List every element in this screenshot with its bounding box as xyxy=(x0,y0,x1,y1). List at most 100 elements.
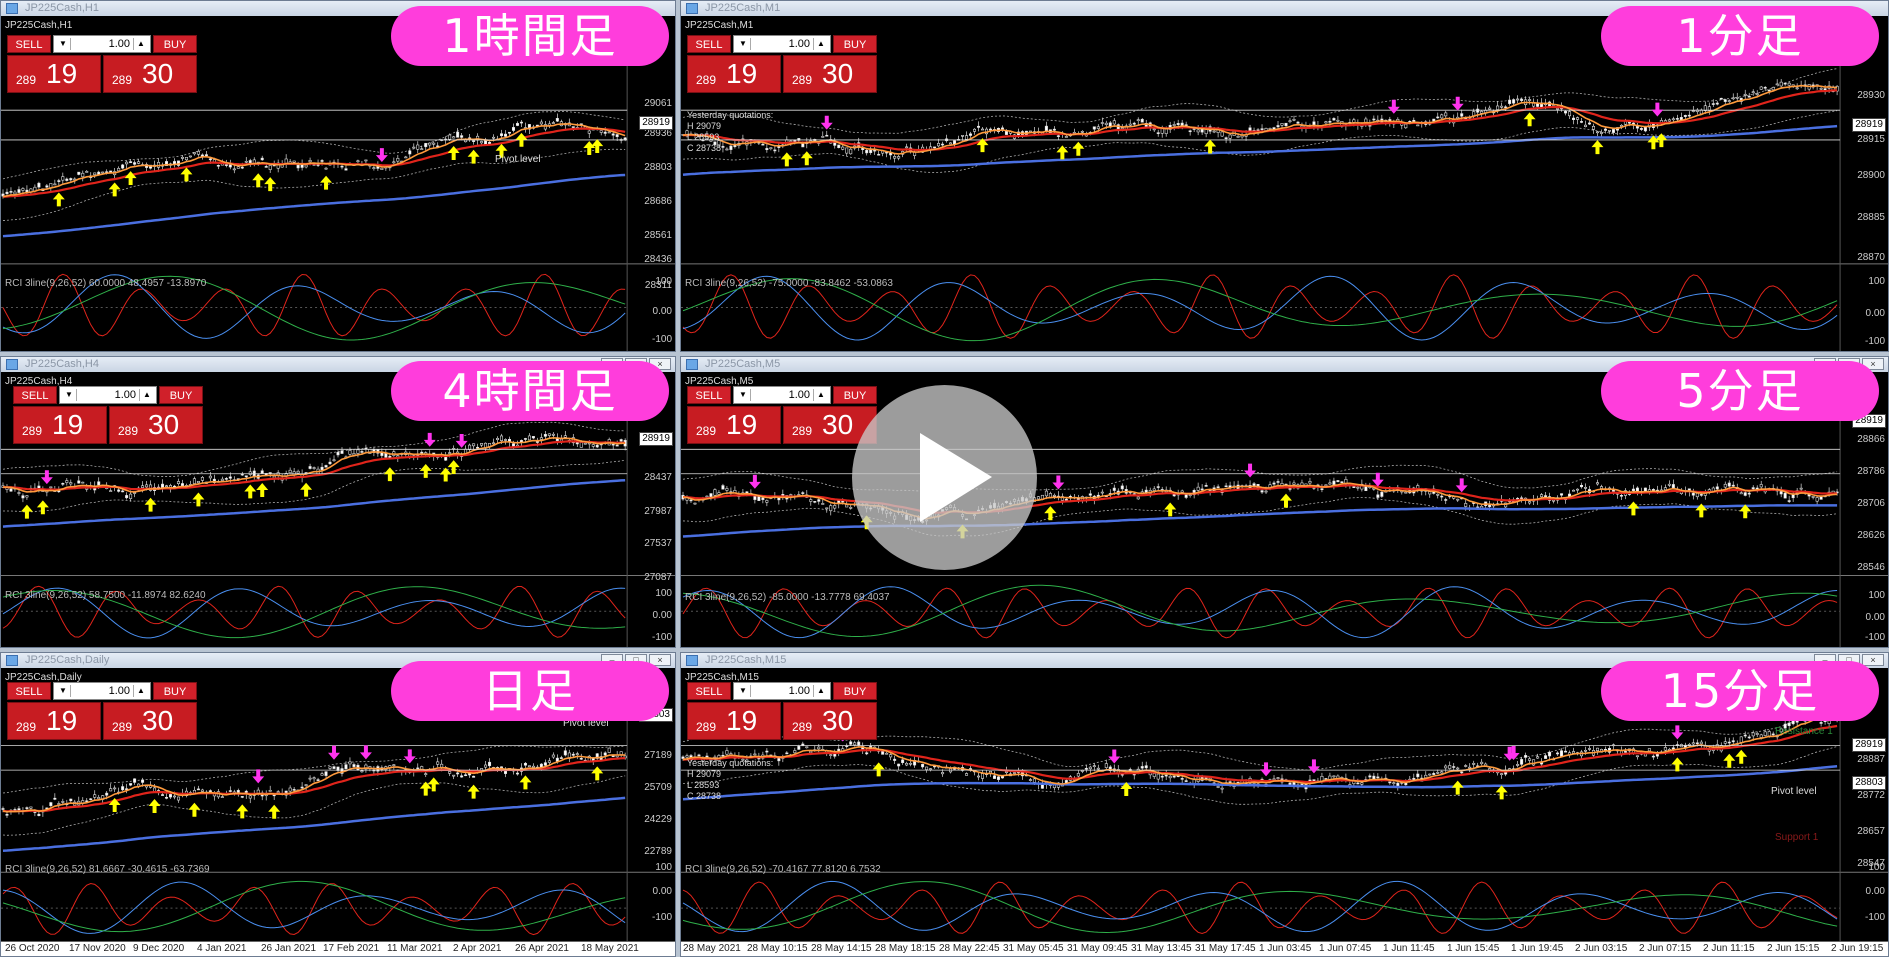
chart-window-daily[interactable]: JP225Cash,Daily – □ × JP225Cash,Daily 2718… xyxy=(0,652,676,957)
sell-price-pips: 19 xyxy=(46,705,78,736)
sell-signal-arrow-icon xyxy=(1455,478,1468,493)
window-titlebar[interactable]: JP225Cash,M15 – □ × xyxy=(681,653,1888,668)
timeframe-badge: 15分足 xyxy=(1601,661,1879,721)
sell-price-button[interactable]: 289 19 xyxy=(687,55,781,93)
sell-price-button[interactable]: 289 19 xyxy=(7,702,101,740)
buy-signal-arrow-icon xyxy=(108,797,121,812)
oscillator-level: 100 xyxy=(655,588,672,599)
lot-spinner-icon[interactable]: ▲ xyxy=(133,685,148,697)
chart-plot-area[interactable]: JP225Cash,H1 29061 28936 28803 28686 285… xyxy=(1,16,675,351)
sell-signal-arrow-icon xyxy=(1387,99,1400,114)
price-chart-svg xyxy=(1,16,675,351)
time-axis-label: 11 Mar 2021 xyxy=(387,943,443,954)
buy-price-pips: 30 xyxy=(822,705,854,736)
lot-value: 1.00 xyxy=(108,685,130,697)
bollinger-upper xyxy=(2,421,626,477)
lot-dropdown-icon[interactable]: ▼ xyxy=(56,38,71,50)
sell-button[interactable]: SELL xyxy=(13,386,57,404)
buy-button[interactable]: BUY xyxy=(153,35,197,53)
buy-price-button[interactable]: 289 30 xyxy=(103,55,197,93)
buy-price-button[interactable]: 289 30 xyxy=(783,55,877,93)
one-click-trade-panel: SELL ▼ 1.00 ▲ BUY 289 19 289 30 xyxy=(13,386,203,446)
pivot-level-label: Pivot level xyxy=(1771,786,1817,797)
sell-button[interactable]: SELL xyxy=(687,35,731,53)
buy-price-button[interactable]: 289 30 xyxy=(783,702,877,740)
buy-button[interactable]: BUY xyxy=(833,386,877,404)
chart-window-m1[interactable]: JP225Cash,M1 JP225Cash,M1 Yesterday quot… xyxy=(680,0,1889,352)
video-play-button[interactable] xyxy=(852,385,1037,570)
sell-button[interactable]: SELL xyxy=(687,386,731,404)
ma-fast-line xyxy=(2,123,626,198)
chart-window-h4[interactable]: JP225Cash,H4 –□× JP225Cash,H4 28437 2798… xyxy=(0,356,676,648)
lot-size-input[interactable]: ▼ 1.00 ▲ xyxy=(733,386,831,404)
bollinger-lower xyxy=(2,775,626,836)
ma-fast-line xyxy=(682,84,1838,155)
lot-dropdown-icon[interactable]: ▼ xyxy=(736,389,751,401)
rci-long-line xyxy=(2,275,626,341)
buy-button[interactable]: BUY xyxy=(153,682,197,700)
lot-spinner-icon[interactable]: ▲ xyxy=(813,38,828,50)
price-axis-label: 29061 xyxy=(644,98,672,109)
time-axis-label: 28 May 10:15 xyxy=(747,943,808,954)
lot-spinner-icon[interactable]: ▲ xyxy=(813,389,828,401)
current-price-marker: 28919 xyxy=(639,116,673,130)
sell-price-button[interactable]: 289 19 xyxy=(687,702,781,740)
quotations-title: Yesterday quotations: xyxy=(687,110,774,120)
lot-dropdown-icon[interactable]: ▼ xyxy=(736,685,751,697)
sell-button[interactable]: SELL xyxy=(7,682,51,700)
lot-dropdown-icon[interactable]: ▼ xyxy=(56,685,71,697)
ma-fast-line xyxy=(2,437,626,493)
buy-button[interactable]: BUY xyxy=(833,682,877,700)
chart-window-h1[interactable]: JP225Cash,H1 JP225Cash,H1 29061 28936 28… xyxy=(0,0,676,352)
sell-price-button[interactable]: 289 19 xyxy=(13,406,107,444)
sell-price-button[interactable]: 289 19 xyxy=(7,55,101,93)
oscillator-label: RCI 3line(9,26,52) -85.0000 -13.7778 69.… xyxy=(685,592,890,603)
sell-button[interactable]: SELL xyxy=(687,682,731,700)
rci-long-line xyxy=(682,584,1838,637)
lot-spinner-icon[interactable]: ▲ xyxy=(133,38,148,50)
sell-button[interactable]: SELL xyxy=(7,35,51,53)
bollinger-lower xyxy=(682,746,1838,805)
price-axis-label: 25709 xyxy=(644,782,672,793)
sell-price-prefix: 289 xyxy=(696,424,717,438)
lot-dropdown-icon[interactable]: ▼ xyxy=(62,389,77,401)
lot-size-input[interactable]: ▼ 1.00 ▲ xyxy=(733,682,831,700)
oscillator-level: 100 xyxy=(1868,862,1885,873)
buy-button[interactable]: BUY xyxy=(833,35,877,53)
buy-price-button[interactable]: 289 30 xyxy=(103,702,197,740)
lot-size-input[interactable]: ▼ 1.00 ▲ xyxy=(59,386,157,404)
pivot-price-marker: 28803 xyxy=(1852,776,1886,790)
oscillator-label: RCI 3line(9,26,52) 58.7500 -11.8974 82.6… xyxy=(5,590,206,601)
lot-size-input[interactable]: ▼ 1.00 ▲ xyxy=(733,35,831,53)
lot-spinner-icon[interactable]: ▲ xyxy=(813,685,828,697)
close-button[interactable]: × xyxy=(649,654,671,666)
price-axis-label: 28626 xyxy=(1857,530,1885,541)
buy-signal-arrow-icon xyxy=(148,799,161,814)
lot-spinner-icon[interactable]: ▲ xyxy=(139,389,154,401)
price-axis-label: 28866 xyxy=(1857,434,1885,445)
lot-size-input[interactable]: ▼ 1.00 ▲ xyxy=(53,682,151,700)
sell-price-button[interactable]: 289 19 xyxy=(687,406,781,444)
buy-signal-arrow-icon xyxy=(800,151,813,166)
sell-price-pips: 19 xyxy=(726,58,758,89)
buy-signal-arrow-icon xyxy=(268,804,281,819)
price-axis-label: 28885 xyxy=(1857,212,1885,223)
bollinger-lower xyxy=(682,497,1838,537)
sell-signal-arrow-icon xyxy=(359,745,372,760)
one-click-trade-panel: SELL ▼ 1.00 ▲ BUY 289 19 289 30 xyxy=(7,35,197,95)
oscillator-level: -100 xyxy=(651,334,672,345)
lot-dropdown-icon[interactable]: ▼ xyxy=(736,38,751,50)
price-axis-label: 28546 xyxy=(1857,562,1885,573)
rci-mid-line xyxy=(2,587,626,639)
lot-size-input[interactable]: ▼ 1.00 ▲ xyxy=(53,35,151,53)
price-axis-label: 27087 xyxy=(644,572,672,583)
buy-price-button[interactable]: 289 30 xyxy=(109,406,203,444)
buy-button[interactable]: BUY xyxy=(159,386,203,404)
oscillator-level: 0.00 xyxy=(652,610,672,621)
chart-window-m15[interactable]: JP225Cash,M15 – □ × JP225Cash,M15 Yesterda… xyxy=(680,652,1889,957)
oscillator-level: 100 xyxy=(1868,590,1885,601)
time-axis-label: 1 Jun 11:45 xyxy=(1383,943,1435,954)
window-titlebar[interactable]: JP225Cash,M1 xyxy=(681,1,1888,16)
close-button[interactable]: × xyxy=(1862,654,1884,666)
chart-plot-area[interactable]: JP225Cash,M1 Yesterday quotations: H 290… xyxy=(681,16,1888,351)
